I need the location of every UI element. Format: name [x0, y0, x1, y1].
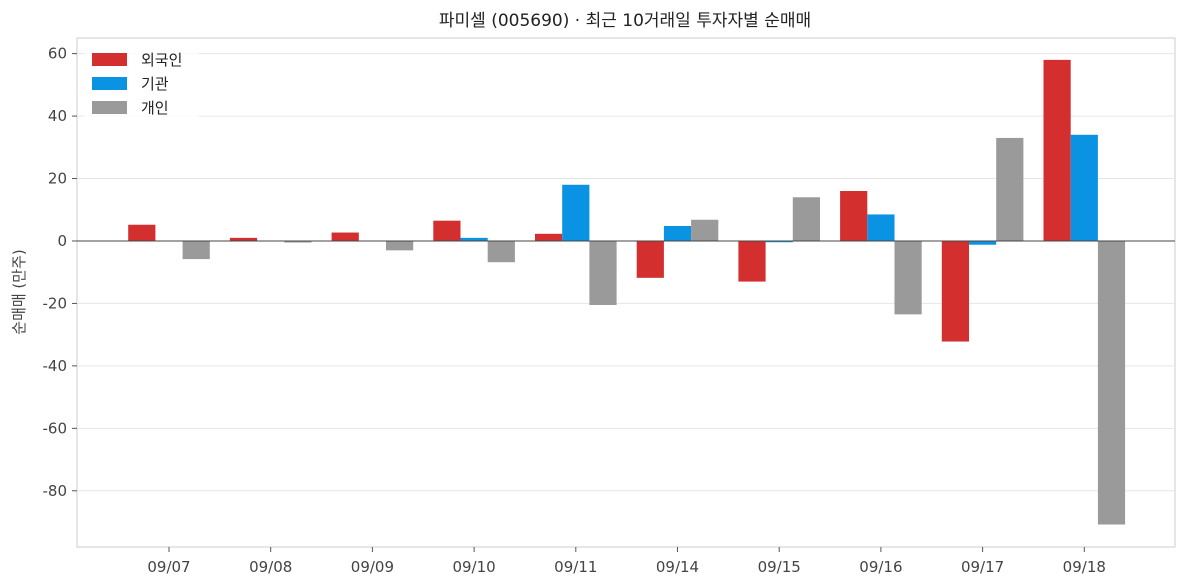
bar-1-8 [969, 240, 997, 245]
x-tick-label: 09/18 [1063, 558, 1106, 576]
bar-0-6 [738, 240, 766, 282]
bar-1-3 [460, 237, 488, 241]
y-tick-label: -60 [43, 419, 68, 437]
plot-frame [76, 37, 1176, 548]
x-tick-label: 09/08 [249, 558, 292, 576]
bar-2-0 [182, 240, 210, 260]
x-tick-label: 09/07 [147, 558, 190, 576]
legend: 외국인 기관 개인 [84, 44, 199, 124]
bar-2-2 [386, 240, 414, 251]
bar-2-7 [894, 240, 922, 315]
bar-0-1 [229, 237, 258, 241]
bar-2-3 [487, 240, 515, 263]
bar-1-9 [1070, 134, 1098, 241]
bar-0-7 [840, 191, 868, 241]
x-tick-label: 09/15 [758, 558, 801, 576]
bar-1-6 [765, 240, 793, 243]
grid-lines [77, 53, 1175, 492]
legend-swatch-institution [92, 77, 127, 90]
y-axis-ticks: 60 40 20 0 -20 -40 -60 -80 [43, 45, 77, 500]
bar-2-5 [691, 219, 719, 241]
y-tick-label: 0 [57, 232, 67, 250]
bar-1-7 [867, 214, 895, 241]
bar-1-5 [663, 225, 692, 241]
legend-label-foreign: 외국인 [141, 51, 182, 69]
bar-2-4 [589, 240, 617, 305]
x-axis-ticks: 09/07 09/08 09/09 09/10 09/11 09/14 09/15 09/16… [147, 547, 1106, 576]
y-tick-label: -20 [43, 294, 68, 312]
legend-swatch-individual [92, 101, 127, 114]
bar-2-1 [284, 240, 312, 243]
x-tick-label: 09/17 [961, 558, 1004, 576]
bar-2-9 [1097, 240, 1126, 525]
legend-label-individual: 개인 [141, 99, 169, 117]
x-tick-label: 09/11 [554, 558, 597, 576]
bar-0-3 [433, 220, 461, 241]
y-tick-label: -80 [43, 482, 68, 500]
bar-series [77, 59, 1175, 525]
y-tick-label: 20 [48, 170, 67, 188]
x-tick-label: 09/14 [656, 558, 699, 576]
bar-2-6 [792, 197, 820, 241]
y-axis-label: 순매매 (만주) [10, 249, 28, 334]
x-tick-label: 09/16 [859, 558, 902, 576]
y-tick-label: -40 [43, 357, 68, 375]
bar-0-2 [331, 232, 359, 241]
bar-0-9 [1043, 59, 1071, 241]
bar-0-4 [535, 233, 563, 241]
bar-0-5 [636, 240, 664, 278]
chart-title: 파미셀 (005690) · 최근 10거래일 투자자별 순매매 [439, 11, 811, 31]
bar-0-8 [941, 240, 969, 342]
legend-swatch-foreign [92, 53, 127, 66]
y-tick-label: 60 [48, 45, 67, 63]
x-tick-label: 09/10 [452, 558, 495, 576]
x-tick-label: 09/09 [351, 558, 394, 576]
bar-1-4 [562, 184, 590, 241]
bar-0-0 [128, 224, 156, 241]
legend-label-institution: 기관 [141, 75, 169, 93]
y-tick-label: 40 [48, 107, 67, 125]
bar-2-8 [996, 137, 1024, 241]
